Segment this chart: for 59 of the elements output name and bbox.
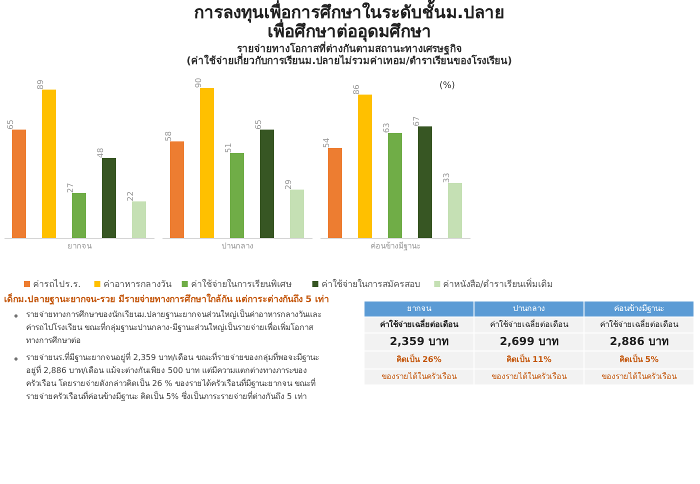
text: 2,699 บาท (500, 335, 558, 348)
text: ปานกลาง (513, 304, 545, 313)
text: คิดเป็น 11% (506, 353, 552, 364)
data-label: 29 (284, 179, 293, 190)
bar (448, 183, 462, 238)
data-label: 89 (36, 79, 45, 90)
text: ของรายได้ในครัวเรือน (602, 372, 678, 381)
bar (358, 94, 372, 238)
text: รายจ่ายนร.ที่มีฐานะยากจนอยู่ที่ 2,359 บาท/เดือน ขณะที่รายจ่ายของกลุ่มที่พอจะมีฐานะ อยู่ที่ 2,886 บาท/เดือน แม้จะต่างกันเพียง 500 บาท แต่มีความแตกต่างทางภาระของ ครัวเรือน โดยรายจ่ายดังกล่าวคิดเป็น 26 % ของรายได้ครัวเรือนที่มีฐานะยากจน ขณะที่ รายจ่ายครัวเรือนที่ค่อนข้างมีฐานะ คิดเป็น 5% ซึ่งเป็นภาระรายจ่ายที่ต่างกันถึง 5 เท่า (26, 351, 319, 401)
x-tick-label: ค่อนข้างมีฐานะ (370, 242, 420, 250)
bar (72, 193, 86, 238)
bar (230, 153, 244, 238)
text: ค่าใช้จ่ายเฉลี่ยต่อเดือน (380, 318, 459, 329)
text: คิดเป็น 26% (396, 353, 442, 364)
bar (132, 201, 146, 238)
data-label: 51 (224, 142, 233, 153)
data-label: 63 (382, 122, 391, 133)
text: คิดเป็น 5% (619, 353, 659, 364)
data-label: 86 (352, 84, 361, 95)
bar (260, 130, 274, 238)
bar (102, 158, 116, 238)
x-tick-label: ปานกลาง (222, 242, 254, 250)
bar (418, 126, 432, 238)
text: ค่าใช้จ่ายเฉลี่ยต่อเดือน (600, 318, 679, 329)
chart-title: การลงทุนเพื่อการศึกษาในระดับชั้นม.ปลาย เพื่อศึกษาต่ออุดมศึกษา (194, 0, 504, 42)
bar (200, 88, 214, 238)
text: ยากจน (407, 304, 432, 313)
bar (388, 133, 402, 238)
data-label: 58 (164, 131, 173, 142)
data-label: 67 (412, 116, 421, 126)
legend-label: ค่าใช้จ่ายในการสมัครสอบ (321, 279, 420, 290)
data-label: 54 (322, 138, 331, 148)
x-tick-label: ยากจน (68, 242, 92, 250)
data-label: 65 (6, 119, 15, 130)
bar (328, 148, 342, 238)
text: 2,359 บาท (390, 335, 448, 348)
text: 2,886 บาท (610, 335, 668, 348)
data-label: 33 (442, 172, 451, 183)
text: ของรายได้ในครัวเรือน (492, 372, 568, 381)
legend-label: ค่าใช้จ่ายในการเรียนพิเศษ (190, 279, 292, 290)
bar (42, 90, 56, 238)
data-label: 27 (66, 182, 75, 193)
data-label: 48 (96, 148, 105, 158)
bar (170, 141, 184, 238)
annotation: (%) (439, 81, 455, 91)
text: ค่าใช้จ่ายเฉลี่ยต่อเดือน (490, 318, 569, 329)
data-label: 90 (194, 78, 203, 88)
text: รายจ่ายทางการศึกษาของนักเรียนม.ปลายฐานะยากจนส่วนใหญ่เป็นค่าอาหารกลางวันและ ค่ารถไปโรงเรียน ขณะที่กลุ่มฐานะปานกลาง-มีฐานะส่วนใหญ่เป็นรายจ่ายเพื่อเพิ่มโอกาส ทางการศึกษาต่อ (26, 309, 322, 345)
text: เด็กม.ปลายฐานะยากจน-รวย มีรายจ่ายทางการศึกษาใกล้กัน แต่การะต่างกันถึง 5 เท่า (4, 292, 329, 305)
legend-label: ค่าอาหารกลางวัน (103, 280, 172, 290)
data-label: 65 (254, 119, 263, 130)
bar (290, 190, 304, 238)
legend-label: ค่าหนังสือ/ตำราเรียนเพิ่มเติม (443, 277, 554, 290)
data-label: 22 (126, 191, 135, 202)
legend-label: ค่ารถไปร.ร. (33, 279, 81, 290)
bar (12, 130, 26, 238)
text: ของรายได้ในครัวเรือน (382, 372, 458, 381)
text: ค่อนข้างมีฐานะ (614, 304, 664, 313)
chart-subtitle: รายจ่ายทางโอกาสที่ต่างกันตามสถานะทางเศรษฐกิจ (ค่าใช้จ่ายเกี่ยวกับการเรียนม.ปลายไม่รวมค่าเทอม/ตำราเรียนของโรงเรียน) (186, 41, 512, 67)
